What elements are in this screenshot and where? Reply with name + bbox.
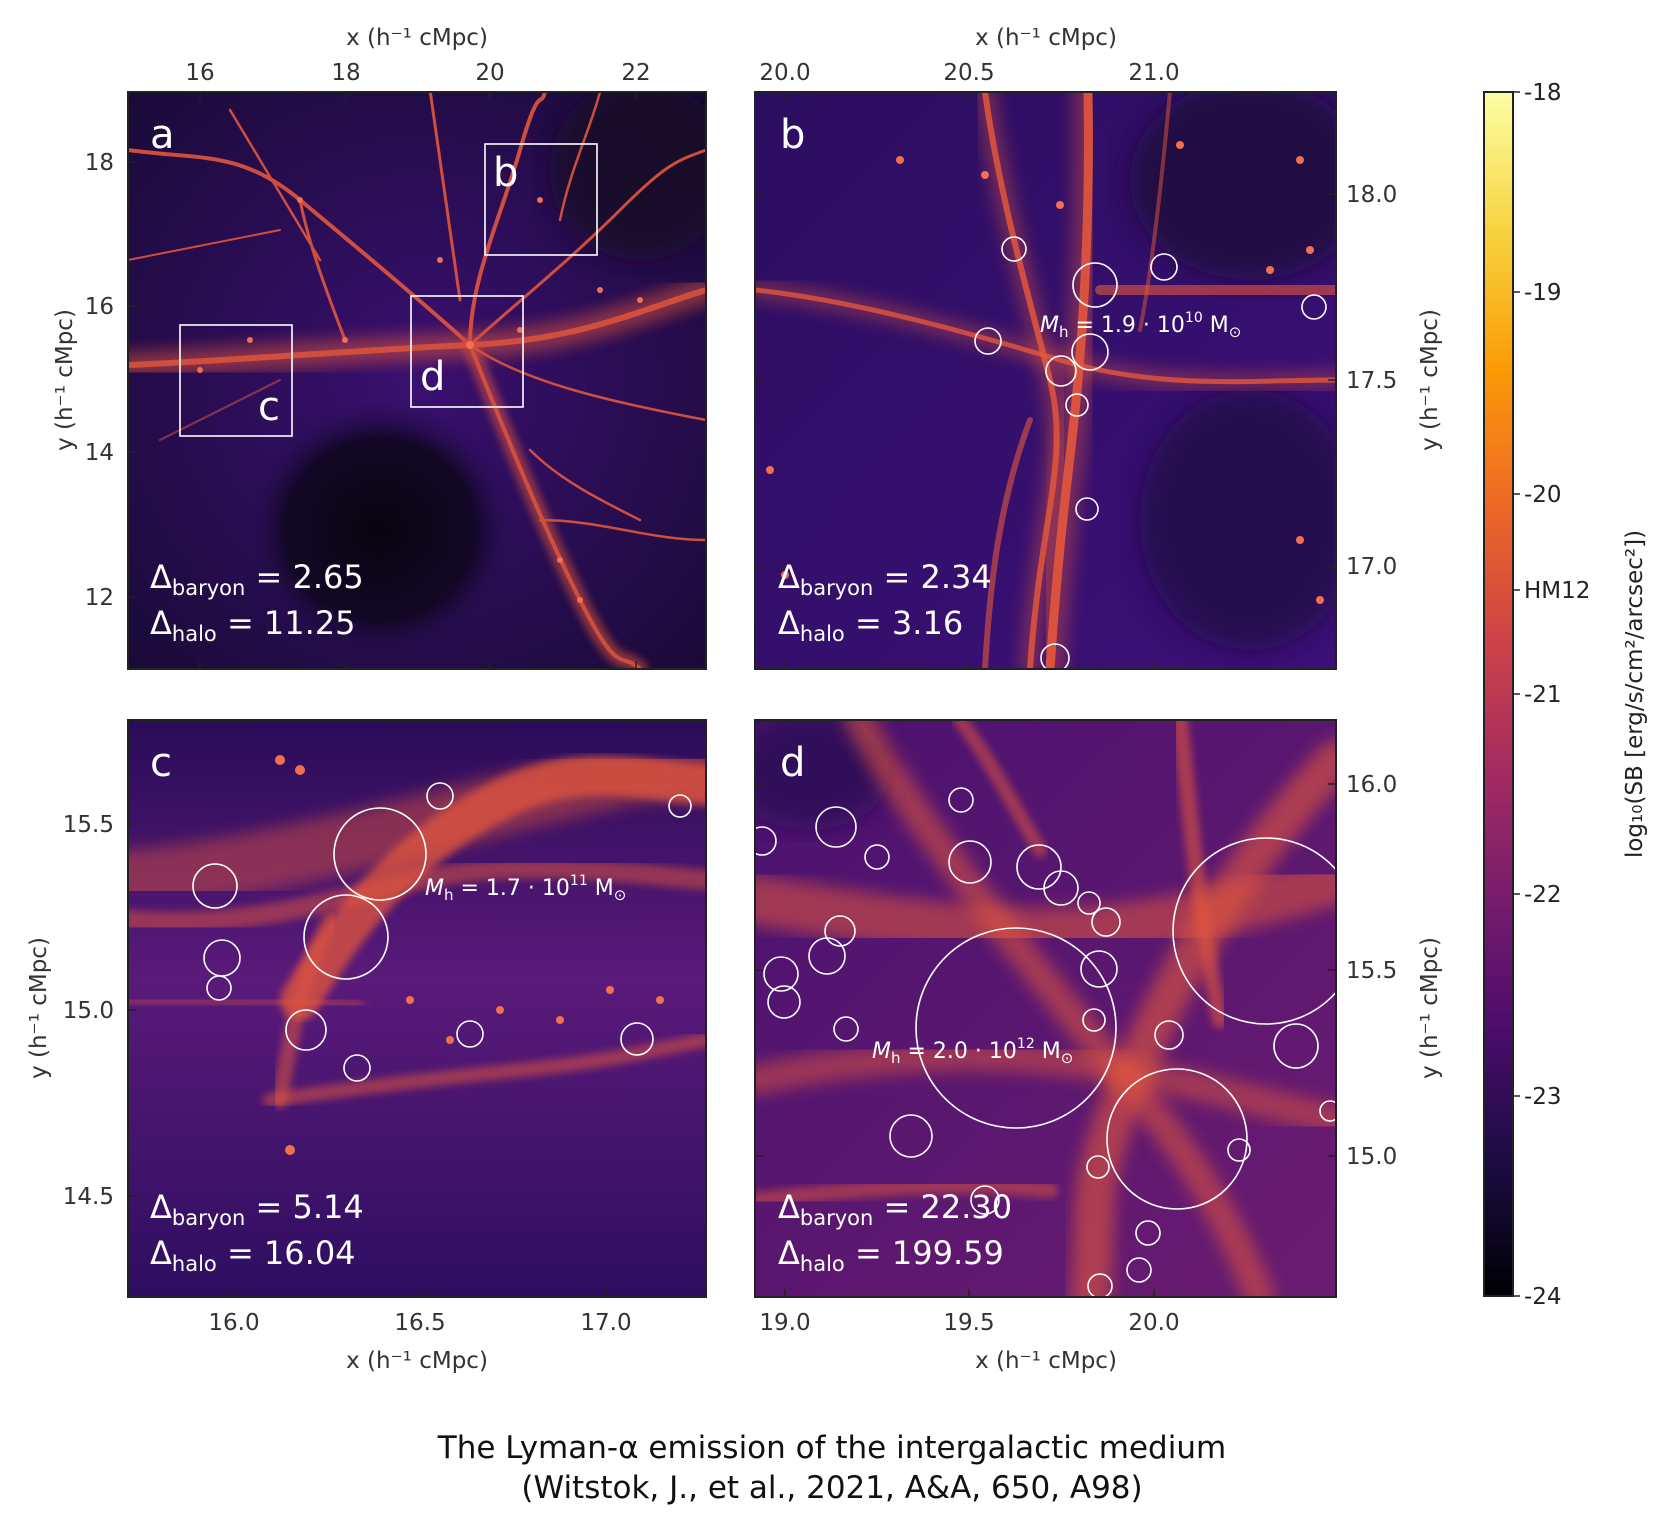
panel-d-xtick-0: 19.0 — [759, 1310, 810, 1336]
panel-d-xtick-1: 19.5 — [943, 1310, 994, 1336]
panel-a-delta-baryon: Δbaryon = 2.65 — [150, 558, 364, 600]
panel-b-ticks — [755, 92, 1336, 669]
panel-b-delta-baryon: Δbaryon = 2.34 — [778, 558, 992, 600]
panel-c-ytick-0: 15.5 — [63, 812, 114, 838]
panel-a-ytick-3: 12 — [85, 585, 114, 611]
colorbar-tick-4: -21 — [1524, 682, 1562, 708]
panel-d-xtick-2: 20.0 — [1128, 1310, 1179, 1336]
colorbar-tick-1: -19 — [1524, 280, 1562, 306]
panel-c-ytick-2: 14.5 — [63, 1184, 114, 1210]
panel-a-letter: a — [150, 112, 175, 158]
colorbar-tick-2: -20 — [1524, 482, 1562, 508]
panel-c-xtick-2: 17.0 — [580, 1310, 631, 1336]
panel-a-xtick-3: 22 — [621, 60, 650, 86]
panel-b-ytick-2: 17.0 — [1346, 554, 1397, 580]
inset-box-c — [179, 324, 293, 437]
panel-c-xtick-1: 16.5 — [394, 1310, 445, 1336]
panel-b-ytick-1: 17.5 — [1346, 368, 1397, 394]
panel-b-ytick-0: 18.0 — [1346, 182, 1397, 208]
colorbar: -18 -19 -20 HM12 -21 -22 -23 -24 log₁₀(S… — [1483, 80, 1648, 1310]
colorbar-tick-7: -24 — [1524, 1284, 1562, 1310]
panel-c-mass-label: Mh = 1.7 · 1011 M⊙ — [425, 873, 626, 904]
panel-c-halo-circles — [192, 782, 692, 1082]
panel-a-xtick-2: 20 — [475, 60, 504, 86]
colorbar-tick-0: -18 — [1524, 80, 1562, 106]
panel-d-xlabel: x (h⁻¹ cMpc) — [975, 1348, 1117, 1374]
panel-d-ylabel: y (h⁻¹ cMpc) — [1417, 937, 1443, 1079]
panel-c-xlabel: x (h⁻¹ cMpc) — [346, 1348, 488, 1374]
panel-c-xtick-0: 16.0 — [208, 1310, 259, 1336]
panel-d-ytick-2: 15.0 — [1346, 1144, 1397, 1170]
panel-a-xtick-1: 18 — [331, 60, 360, 86]
colorbar-tick-hm12: HM12 — [1524, 578, 1590, 604]
box-label-c: c — [258, 384, 280, 430]
panel-d-delta-halo: Δhalo = 199.59 — [778, 1234, 1004, 1276]
panel-a-delta-halo: Δhalo = 11.25 — [150, 604, 356, 646]
panel-b-xtick-1: 20.5 — [943, 60, 994, 86]
panel-d-ticks — [755, 783, 1336, 1297]
caption-citation: (Witstok, J., et al., 2021, A&A, 650, A9… — [521, 1470, 1143, 1506]
panel-b-image — [755, 92, 1336, 669]
caption-title: The Lyman-α emission of the intergalacti… — [437, 1430, 1227, 1466]
panel-c-delta-baryon: Δbaryon = 5.14 — [150, 1188, 364, 1230]
panel-b-delta-halo: Δhalo = 3.16 — [778, 604, 963, 646]
panel-d-delta-baryon: Δbaryon = 22.30 — [778, 1188, 1012, 1230]
inset-box-d — [410, 295, 524, 408]
panel-b-xtick-0: 20.0 — [759, 60, 810, 86]
panel-c-image — [128, 720, 706, 1297]
panel-d-ytick-0: 16.0 — [1346, 772, 1397, 798]
panel-c-ytick-1: 15.0 — [63, 998, 114, 1024]
panel-d-halo-circles — [755, 787, 1336, 1297]
panel-a-xlabel: x (h⁻¹ cMpc) — [346, 25, 488, 51]
panel-b-xtick-2: 21.0 — [1128, 60, 1179, 86]
panel-a-xtick-0: 16 — [185, 60, 214, 86]
panel-a-image — [128, 92, 706, 669]
panel-b-xlabel: x (h⁻¹ cMpc) — [975, 25, 1117, 51]
panel-c: c Mh = 1.7 · 1011 M⊙ Δbaryon = 5.14 Δhal… — [26, 719, 707, 1374]
panel-a: a b c d Δbaryon = 2.65 Δhalo = 11.25 16 … — [52, 25, 707, 670]
box-label-d: d — [420, 354, 445, 400]
colorbar-gradient — [1483, 91, 1514, 1297]
panel-a-ylabel: y (h⁻¹ cMpc) — [52, 309, 78, 451]
colorbar-label: log₁₀(SB [erg/s/cm²/arcsec²]) — [1622, 530, 1648, 858]
panel-b-ylabel: y (h⁻¹ cMpc) — [1417, 309, 1443, 451]
panel-c-delta-halo: Δhalo = 16.04 — [150, 1234, 356, 1276]
panel-d-image — [755, 720, 1336, 1297]
panel-b: b Mh = 1.9 · 1010 M⊙ Δbaryon = 2.34 Δhal… — [754, 25, 1443, 670]
panel-d-letter: d — [780, 740, 805, 786]
colorbar-tick-6: -23 — [1524, 1084, 1562, 1110]
panel-d: d Mh = 2.0 · 1012 M⊙ Δbaryon = 22.30 Δha… — [754, 719, 1443, 1374]
panel-a-ytick-0: 18 — [85, 150, 114, 176]
panel-b-halo-circles — [974, 236, 1327, 669]
colorbar-tick-5: -22 — [1524, 882, 1562, 908]
panel-c-ticks — [128, 823, 607, 1297]
panel-a-ytick-2: 14 — [85, 440, 114, 466]
panel-a-ytick-1: 16 — [85, 294, 114, 320]
panel-a-ticks — [128, 92, 637, 669]
panel-b-letter: b — [780, 112, 805, 158]
colorbar-ticks — [1513, 91, 1520, 1297]
panel-c-ylabel: y (h⁻¹ cMpc) — [26, 937, 52, 1079]
box-label-b: b — [493, 150, 518, 196]
panel-d-mass-label: Mh = 2.0 · 1012 M⊙ — [872, 1036, 1073, 1067]
panel-d-ytick-1: 15.5 — [1346, 958, 1397, 984]
panel-c-letter: c — [150, 740, 172, 786]
inset-box-b — [484, 143, 598, 256]
panel-b-mass-label: Mh = 1.9 · 1010 M⊙ — [1040, 310, 1241, 341]
